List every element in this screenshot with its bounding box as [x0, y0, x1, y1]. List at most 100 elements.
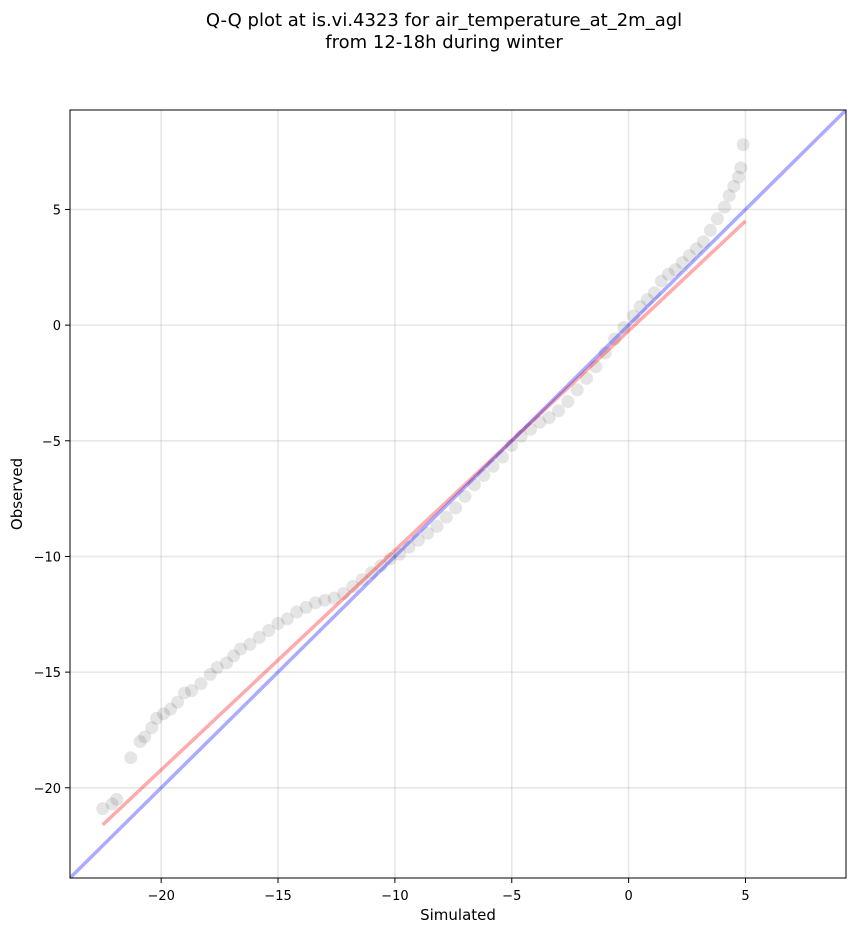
qq-point [717, 200, 731, 214]
qq-point [552, 404, 566, 418]
qq-point [731, 170, 745, 184]
qq-point [514, 429, 528, 443]
qq-point [561, 394, 575, 408]
qq-point [505, 438, 519, 452]
qq-point [318, 593, 332, 607]
qq-point [346, 580, 360, 594]
plot-area [69, 109, 847, 879]
qq-point [308, 596, 322, 610]
qq-point [220, 656, 234, 670]
x-axis-label: Simulated [420, 906, 496, 924]
chart-title-line-2: from 12-18h during winter [325, 32, 563, 53]
qq-point [421, 526, 435, 540]
qq-point [703, 223, 717, 237]
qq-point [608, 332, 622, 346]
y-tick-label: −15 [34, 666, 61, 681]
qq-point [654, 274, 668, 288]
y-tick-label: 0 [53, 319, 61, 334]
qq-point [722, 189, 736, 203]
qq-point [402, 540, 416, 554]
x-tick-label: −20 [147, 889, 174, 904]
qq-point [411, 533, 425, 547]
plot-frame [69, 109, 847, 879]
y-axis: −20 −15 −10 −5 0 5 [34, 203, 70, 797]
qq-point [105, 797, 119, 811]
qq-point [365, 566, 379, 580]
qq-point [203, 667, 217, 681]
qq-point [736, 138, 750, 152]
qq-point [647, 286, 661, 300]
qq-point [696, 235, 710, 249]
qq-point [533, 415, 547, 429]
qq-point [299, 600, 313, 614]
x-tick-label: −10 [381, 889, 408, 904]
qq-point [171, 695, 185, 709]
qq-point [486, 459, 500, 473]
qq-point [589, 360, 603, 374]
qq-point [458, 489, 472, 503]
y-tick-label: −5 [42, 435, 61, 450]
y-tick-label: −10 [34, 550, 61, 565]
qq-point [439, 510, 453, 524]
x-tick-label: −5 [502, 889, 521, 904]
qq-point [668, 263, 682, 277]
qq-point [633, 300, 647, 314]
y-tick-label: −20 [34, 782, 61, 797]
grid-lines [70, 110, 846, 878]
qq-point [194, 677, 208, 691]
qq-point [133, 735, 147, 749]
qq-point [185, 684, 199, 698]
qq-point [383, 552, 397, 566]
qq-point [355, 573, 369, 587]
y-tick-label: 5 [53, 203, 61, 218]
qq-point [495, 450, 509, 464]
qq-point [149, 711, 163, 725]
qq-point [96, 802, 110, 816]
identity-line [70, 110, 846, 878]
qq-point [290, 605, 304, 619]
qq-point [626, 309, 640, 323]
x-tick-label: 0 [624, 889, 632, 904]
qq-point [477, 468, 491, 482]
qq-point [374, 559, 388, 573]
qq-point [327, 591, 341, 605]
qq-point [617, 320, 631, 334]
chart-title-line-1: Q-Q plot at is.vi.4323 for air_temperatu… [206, 10, 682, 31]
qq-point [393, 547, 407, 561]
qq-point [598, 346, 612, 360]
qq-point [661, 267, 675, 281]
qq-point [138, 730, 152, 744]
qq-point [449, 501, 463, 515]
qq-point [336, 586, 350, 600]
qq-point [227, 649, 241, 663]
y-axis-label: Observed [8, 458, 26, 530]
qq-point [234, 642, 248, 656]
qq-point [243, 637, 257, 651]
qq-point [164, 702, 178, 716]
x-tick-label: −15 [264, 889, 291, 904]
qq-point [542, 411, 556, 425]
qq-point [280, 612, 294, 626]
qq-point [580, 371, 594, 385]
qq-point [178, 686, 192, 700]
qq-point [156, 707, 170, 721]
qq-point [689, 242, 703, 256]
qq-point [710, 212, 724, 226]
qq-point [523, 422, 537, 436]
x-axis: −20 −15 −10 −5 0 5 [147, 878, 750, 904]
qq-point [271, 617, 285, 631]
qq-point [110, 792, 124, 806]
qq-point [124, 751, 138, 765]
fit-line [101, 219, 747, 827]
qq-point [675, 256, 689, 270]
qq-point [145, 721, 159, 735]
qq-point [682, 249, 696, 263]
qq-point [262, 623, 276, 637]
x-tick-label: 5 [741, 889, 749, 904]
qq-point [727, 179, 741, 193]
qq-point [210, 660, 224, 674]
qq-point [252, 630, 266, 644]
qq-point [467, 478, 481, 492]
qq-point [430, 519, 444, 533]
